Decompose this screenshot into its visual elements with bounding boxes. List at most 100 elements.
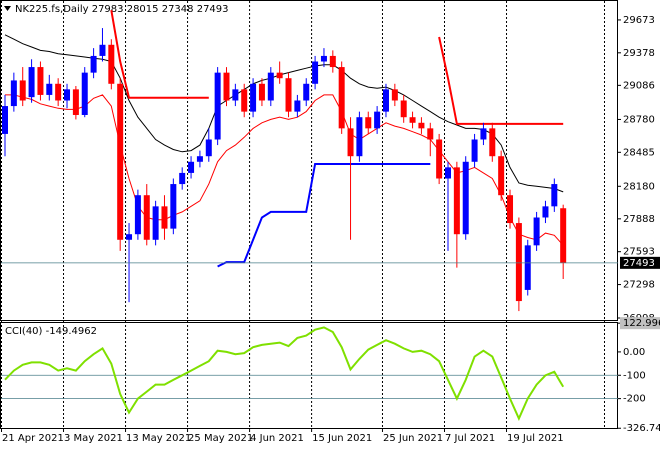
candle-body xyxy=(374,111,381,129)
candle-body xyxy=(19,80,26,101)
x-tick-label: 21 Apr 2021 xyxy=(2,433,64,444)
candle-body xyxy=(126,234,133,240)
candle-body xyxy=(409,117,416,123)
candle-body xyxy=(312,61,319,84)
x-tick-label: 4 Jun 2021 xyxy=(250,433,304,444)
candle-body xyxy=(258,83,265,101)
candle-body xyxy=(329,55,336,68)
cci-line xyxy=(4,326,565,421)
y-tick-label: 27298 xyxy=(623,280,655,291)
candle-body xyxy=(524,245,531,290)
candle-body xyxy=(418,122,425,129)
last-price-box xyxy=(620,256,660,269)
candle-body xyxy=(134,195,141,235)
candle-body xyxy=(480,128,487,140)
y-tick-label: 27593 xyxy=(623,247,655,258)
candle-body xyxy=(462,161,469,235)
candle-body xyxy=(498,156,505,196)
y-tick-label: 28180 xyxy=(623,181,655,192)
candle-body xyxy=(143,195,150,240)
indicator-line xyxy=(5,94,564,246)
candle-body xyxy=(471,139,478,162)
y-tick-label: 122.9967 xyxy=(623,318,660,329)
y-tick-label: 27888 xyxy=(623,214,655,225)
candle-body xyxy=(223,72,230,101)
y-tick-label: 29086 xyxy=(623,80,655,91)
candle-body xyxy=(338,67,345,129)
candle-body xyxy=(427,128,434,140)
candle-body xyxy=(542,206,549,218)
candle-body xyxy=(28,67,35,98)
candle-body xyxy=(391,89,398,101)
candle-body xyxy=(489,128,496,157)
candle-body xyxy=(445,167,451,179)
symbol: NK225.fs,Daily xyxy=(15,4,89,15)
candle-body xyxy=(400,100,407,118)
candle-body xyxy=(55,83,62,101)
open-value: 27983 xyxy=(92,4,124,15)
indicator-line xyxy=(110,10,564,125)
candle-body xyxy=(10,80,17,107)
candle-body xyxy=(90,55,97,73)
price-panel-frame xyxy=(0,0,618,321)
indicator-line xyxy=(217,163,431,268)
x-tick-label: 19 Jul 2021 xyxy=(507,433,564,444)
candle-body xyxy=(560,208,567,263)
candle-body xyxy=(382,89,389,112)
candle-body xyxy=(81,72,88,115)
x-tick-label: 25 May 2021 xyxy=(188,433,253,444)
cci-value: -149.4962 xyxy=(46,326,97,337)
candle-body xyxy=(214,72,221,140)
candle-body xyxy=(320,55,327,62)
y-tick-label: -200 xyxy=(623,394,646,405)
candle-body xyxy=(99,44,106,56)
candle-body xyxy=(161,206,168,229)
candle-body xyxy=(267,72,274,101)
candle-body xyxy=(515,223,522,302)
candle-body xyxy=(365,117,372,129)
candle-body xyxy=(551,184,558,207)
candle-body xyxy=(37,67,44,95)
candle-body xyxy=(170,184,177,229)
y-tick-label: -326.744 xyxy=(623,423,660,434)
high-value: 28015 xyxy=(127,4,159,15)
candle-body xyxy=(250,83,257,112)
candle-body xyxy=(2,106,8,134)
indicator-line xyxy=(4,34,564,193)
collapse-icon xyxy=(4,6,11,11)
candle-body xyxy=(294,100,301,112)
candle-body xyxy=(436,139,443,179)
candle-body xyxy=(232,89,239,101)
candle-body xyxy=(117,83,124,240)
cci-title: CCI(40) xyxy=(5,326,43,337)
candle-body xyxy=(241,89,248,112)
y-tick-label: 28780 xyxy=(623,114,655,125)
price-header: NK225.fs,Daily 27983 28015 27348 27493 xyxy=(15,4,229,15)
y-tick-label: 29673 xyxy=(623,15,655,26)
x-tick-label: 13 May 2021 xyxy=(126,433,191,444)
candle-body xyxy=(453,167,460,235)
last-price-label: 27493 xyxy=(623,258,655,269)
candle-body xyxy=(64,89,71,101)
y-tick-label: 28485 xyxy=(623,147,655,158)
y-tick-box xyxy=(620,317,660,330)
x-tick-label: 25 Jun 2021 xyxy=(383,433,443,444)
candle-body xyxy=(46,83,53,95)
candle-body xyxy=(196,156,203,162)
candle-body xyxy=(356,117,363,157)
y-tick-label: 0.00 xyxy=(623,347,645,358)
y-tick-label: 29378 xyxy=(623,48,655,59)
close-value: 27493 xyxy=(197,4,229,15)
cci-header: CCI(40) -149.4962 xyxy=(5,326,97,337)
candle-body xyxy=(285,78,292,112)
candle-body xyxy=(303,83,310,101)
candle-body xyxy=(152,206,159,240)
candle-body xyxy=(507,195,514,224)
x-tick-label: 15 Jun 2021 xyxy=(312,433,372,444)
y-tick-label: -100 xyxy=(623,370,646,381)
candle-body xyxy=(205,139,212,157)
low-value: 27348 xyxy=(162,4,194,15)
candle-body xyxy=(188,161,195,173)
candle-body xyxy=(533,217,540,246)
